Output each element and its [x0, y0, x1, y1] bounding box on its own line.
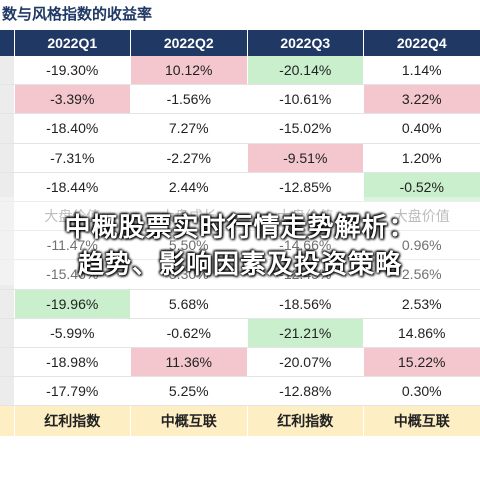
table-cell: 11.36% [130, 347, 248, 378]
footer-cell: 红利指数 [14, 405, 131, 437]
table-cell: -21.21% [247, 318, 364, 348]
table-cell: -18.44% [14, 172, 131, 202]
table-row: -19.96% 5.68% -18.56% 2.53% [0, 289, 480, 319]
footer-cell: 中概互联 [130, 405, 248, 437]
table-cell: -19.96% [14, 289, 131, 319]
footer-cell: 红利指数 [247, 405, 364, 437]
returns-table: 2022Q1 2022Q2 2022Q3 2022Q4 -19.30% 10.12… [0, 30, 480, 437]
table-row: 大盘价值 大盘成长 大盘价值 大盘价值 [0, 201, 480, 232]
table-cell: 0.40% [363, 113, 480, 144]
table-cell: -14.66% [247, 230, 364, 261]
table-row: -19.30% 10.12% -20.14% 1.14% [0, 56, 480, 86]
table-cell: -12.88% [247, 376, 364, 407]
table-cell: -0.52% [363, 172, 480, 202]
row-side-cell [0, 230, 15, 261]
row-side-cell [0, 259, 15, 290]
table-cell: -15.46% [14, 259, 131, 290]
row-side-cell [0, 347, 15, 378]
table-cell: -20.07% [247, 347, 364, 378]
table-cell: -7.31% [14, 143, 131, 173]
row-side-cell [0, 201, 15, 232]
table-cell: -15.02% [247, 113, 364, 144]
header-2022q4: 2022Q4 [363, 30, 480, 56]
table-cell: 5.68% [130, 289, 248, 319]
table-cell: -18.98% [14, 347, 131, 378]
row-side-cell [0, 172, 15, 202]
overlay-headline-line2: 趋势、影响因素及投资策略 [77, 249, 402, 279]
table-cell: 14.86% [363, 318, 480, 348]
table-cell: -2.27% [130, 143, 248, 173]
table-row: -18.44% 2.44% -12.85% -0.52% [0, 172, 480, 202]
table-cell: -20.14% [247, 56, 364, 86]
table-cell: 3.30% [130, 259, 248, 290]
overlay-band [0, 197, 480, 285]
table-row: -11.47% 5.50% -14.66% 0.96% [0, 230, 480, 261]
table-cell: -5.99% [14, 318, 131, 348]
table-cell: -17.79% [14, 376, 131, 407]
row-side-cell [0, 289, 15, 319]
table-row: -5.99% -0.62% -21.21% 14.86% [0, 318, 480, 348]
table-cell: -19.30% [14, 56, 131, 86]
table-cell: 1.20% [363, 143, 480, 173]
table-cell: 1.14% [363, 56, 480, 86]
page-title: 数与风格指数的收益率 [0, 0, 480, 30]
table-cell: -3.39% [14, 84, 131, 115]
table-row: -7.31% -2.27% -9.51% 1.20% [0, 143, 480, 173]
header-2022q1: 2022Q1 [14, 30, 131, 56]
table-cell: -12.85% [247, 172, 364, 202]
table-cell: -10.61% [247, 84, 364, 115]
table-cell: 5.25% [130, 376, 248, 407]
table-cell: 大盘价值 [14, 201, 131, 232]
footer-cell: 中概互联 [363, 405, 480, 437]
row-side-cell [0, 318, 15, 348]
overlay-headline-line1: 中概股票实时行情走势解析： [64, 212, 416, 242]
table-cell: 大盘成长 [130, 201, 248, 232]
table-cell: -0.62% [130, 318, 248, 348]
table-cell: 大盘价值 [247, 201, 364, 232]
table-row: -18.40% 7.27% -15.02% 0.40% [0, 113, 480, 144]
table-cell: -18.56% [247, 289, 364, 319]
table-cell: -18.40% [14, 113, 131, 144]
table-cell: 15.22% [363, 347, 480, 378]
table-cell: -11.47% [14, 230, 131, 261]
table-cell: -12.45% [247, 259, 364, 290]
table-cell: 10.12% [130, 56, 248, 86]
table-cell: -9.51% [247, 143, 364, 173]
row-side-cell [0, 84, 15, 115]
footer-row: 红利指数 中概互联 红利指数 中概互联 [0, 405, 480, 437]
table-cell: -1.56% [130, 84, 248, 115]
row-side-cell [0, 143, 15, 173]
header-2022q3: 2022Q3 [247, 30, 364, 56]
table-cell: 7.27% [130, 113, 248, 144]
table-row: -3.39% -1.56% -10.61% 3.22% [0, 84, 480, 115]
row-side-cell [0, 113, 15, 144]
table-cell: 5.50% [130, 230, 248, 261]
table-cell: 0.30% [363, 376, 480, 407]
table-cell: 2.44% [130, 172, 248, 202]
row-side-cell [0, 376, 15, 407]
table-row: -18.98% 11.36% -20.07% 15.22% [0, 347, 480, 378]
row-side-cell [0, 56, 15, 86]
table-cell: 大盘价值 [363, 201, 480, 232]
table-cell: 2.53% [363, 289, 480, 319]
table-cell: 3.22% [363, 84, 480, 115]
header-row: 2022Q1 2022Q2 2022Q3 2022Q4 [0, 30, 480, 56]
table-row: -17.79% 5.25% -12.88% 0.30% [0, 376, 480, 407]
header-side-cell [0, 30, 15, 56]
footer-side-cell [0, 405, 15, 437]
header-2022q2: 2022Q2 [130, 30, 248, 56]
